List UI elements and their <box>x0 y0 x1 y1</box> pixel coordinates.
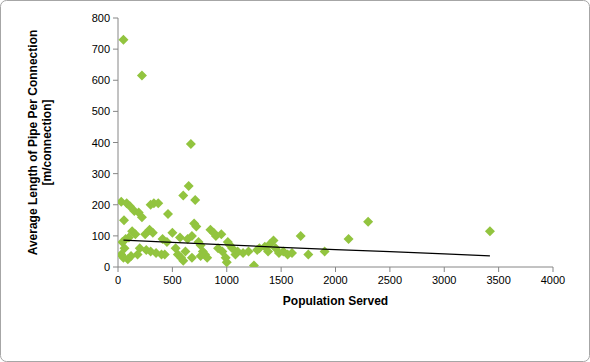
data-point <box>191 222 201 232</box>
data-point <box>186 139 196 149</box>
data-point <box>146 200 156 210</box>
data-point <box>160 250 170 260</box>
trend-line <box>123 240 489 256</box>
x-tick-label: 4000 <box>541 274 565 286</box>
data-point <box>303 250 313 260</box>
y-axis-title: [m/connection] <box>40 99 54 185</box>
data-point <box>296 231 306 241</box>
y-tick-label: 0 <box>104 261 110 273</box>
x-tick <box>172 267 173 272</box>
x-tick-label: 3500 <box>486 274 510 286</box>
y-tick-label: 600 <box>92 74 110 86</box>
y-tick-label: 700 <box>92 43 110 55</box>
x-tick <box>444 267 445 272</box>
x-tick-label: 0 <box>115 274 121 286</box>
x-tick-label: 2000 <box>323 274 347 286</box>
data-point <box>118 35 128 45</box>
data-point <box>187 231 197 241</box>
data-point <box>269 236 279 246</box>
data-point <box>184 181 194 191</box>
data-point <box>153 198 163 208</box>
x-tick-label: 1000 <box>215 274 239 286</box>
data-point <box>175 232 185 242</box>
x-tick <box>498 267 499 272</box>
y-tick-label: 500 <box>92 105 110 117</box>
y-tick-label: 400 <box>92 137 110 149</box>
data-point <box>222 257 232 267</box>
data-point <box>485 226 495 236</box>
x-tick <box>335 267 336 272</box>
data-point <box>140 229 150 239</box>
x-tick-label: 3000 <box>432 274 456 286</box>
y-axis-title: Average Length of Pipe Per Connection <box>26 30 40 256</box>
data-point <box>190 195 200 205</box>
data-point <box>178 256 188 266</box>
data-point <box>363 217 373 227</box>
data-point <box>163 209 173 219</box>
data-point <box>167 228 177 238</box>
y-tick <box>113 80 118 81</box>
plot-area <box>118 35 495 267</box>
data-point <box>244 246 254 256</box>
data-point <box>249 260 259 267</box>
y-tick-label: 300 <box>92 168 110 180</box>
x-tick <box>553 267 554 272</box>
y-tick-label: 100 <box>92 230 110 242</box>
x-axis-title: Population Served <box>283 294 388 308</box>
x-tick-label: 500 <box>163 274 181 286</box>
data-point <box>187 253 197 263</box>
data-point <box>137 71 147 81</box>
y-tick <box>113 204 118 205</box>
data-point <box>119 215 129 225</box>
y-tick-label: 200 <box>92 199 110 211</box>
y-tick <box>113 235 118 236</box>
x-tick-label: 2500 <box>378 274 402 286</box>
x-tick <box>226 267 227 272</box>
y-tick <box>113 142 118 143</box>
y-tick <box>113 173 118 174</box>
data-point <box>133 250 143 260</box>
y-tick <box>113 18 118 19</box>
y-tick <box>113 267 118 268</box>
x-tick <box>281 267 282 272</box>
y-tick-label: 800 <box>92 12 110 24</box>
chart-border <box>1 1 590 362</box>
y-tick <box>113 111 118 112</box>
data-point <box>148 228 158 238</box>
x-tick <box>389 267 390 272</box>
data-point <box>180 246 190 256</box>
data-point <box>137 212 147 222</box>
data-point <box>287 248 297 258</box>
data-point <box>344 234 354 244</box>
data-point <box>178 190 188 200</box>
x-tick-label: 1500 <box>269 274 293 286</box>
x-tick <box>118 267 119 272</box>
chart: 0 100 200 300 400 500 600 700 800 0 500 1000 1500 200… <box>0 0 590 362</box>
data-point <box>196 251 206 261</box>
data-point <box>216 229 226 239</box>
y-tick <box>113 49 118 50</box>
data-point <box>320 246 330 256</box>
